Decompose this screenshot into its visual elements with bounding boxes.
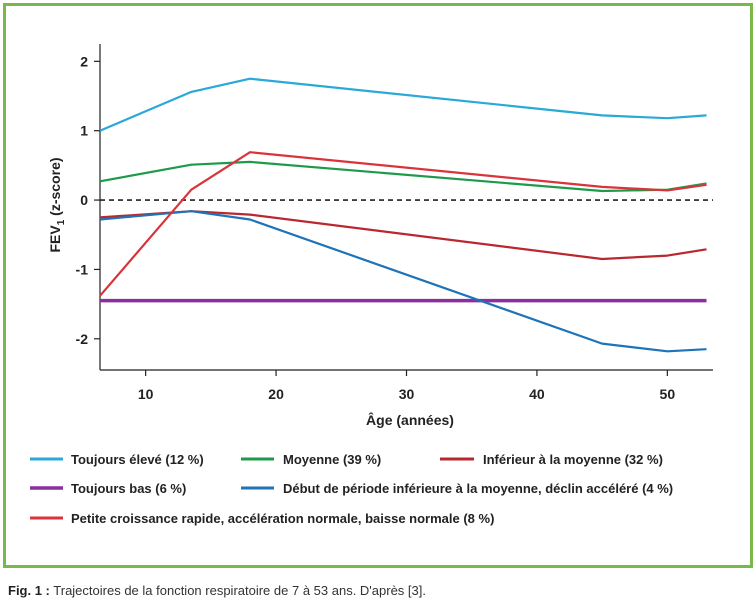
- x-tick-label: 10: [138, 386, 154, 402]
- y-tick-label: 0: [80, 192, 88, 208]
- legend-label-1: Toujours élevé (12 %): [71, 452, 204, 467]
- y-tick-label: 1: [80, 123, 88, 139]
- legend-label-3: Inférieur à la moyenne (32 %): [483, 452, 663, 467]
- axes: 210-1-210 20 30 40 50: [76, 44, 713, 402]
- legend-label-6: Petite croissance rapide, accélération n…: [71, 511, 494, 526]
- y-tick-label: -1: [76, 261, 89, 277]
- x-tick-label: 20: [268, 386, 284, 402]
- x-axis-title: Âge (années): [366, 411, 454, 428]
- x-tick-label: 40: [529, 386, 545, 402]
- y-tick-label: 2: [80, 53, 88, 69]
- figure-caption: Fig. 1 : Trajectoires de la fonction res…: [8, 583, 426, 598]
- y-tick-label: -2: [76, 331, 89, 347]
- series-line-5: [99, 210, 707, 353]
- figure-frame: [3, 3, 753, 568]
- legend-label-5: Début de période inférieure à la moyenne…: [283, 481, 673, 496]
- x-tick-label: 30: [399, 386, 415, 402]
- series-line-6: [99, 151, 707, 297]
- y-axis-title: FEV1 (z-score): [47, 157, 67, 252]
- legend-label-4: Toujours bas (6 %): [71, 481, 186, 496]
- legend-label-2: Moyenne (39 %): [283, 452, 381, 467]
- series-lines: [99, 77, 707, 353]
- caption-text: Trajectoires de la fonction respiratoire…: [53, 583, 426, 598]
- series-line-1: [99, 77, 707, 132]
- caption-label: Fig. 1 :: [8, 583, 50, 598]
- y-axis-title-main: FEV: [47, 225, 63, 253]
- y-axis-title-sub: 1: [56, 219, 67, 225]
- y-axis-title-rest: (z-score): [47, 157, 63, 219]
- chart: 210-1-210 20 30 40 50 Âge (années) FEV1 (z-s…: [30, 44, 713, 526]
- series-line-3: [99, 210, 707, 261]
- legend: Toujours élevé (12 %) Moyenne (39 %) Infér…: [30, 452, 673, 526]
- x-tick-label: 50: [660, 386, 676, 402]
